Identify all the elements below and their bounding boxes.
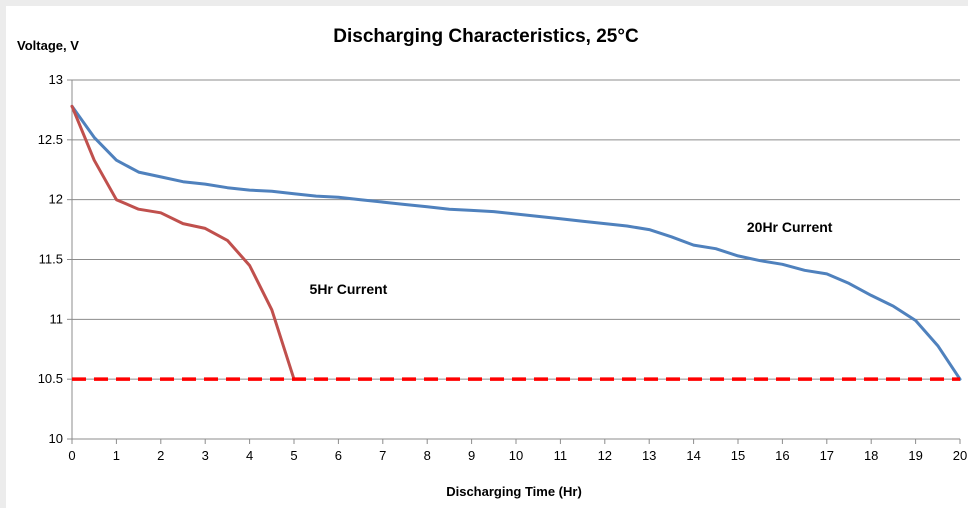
x-tick-label: 0	[68, 448, 75, 463]
x-tick-label: 5	[290, 448, 297, 463]
x-tick-label: 8	[424, 448, 431, 463]
x-tick-label: 3	[202, 448, 209, 463]
axis-layer	[67, 79, 961, 444]
x-tick-label: 19	[908, 448, 922, 463]
x-axis-title: Discharging Time (Hr)	[446, 484, 582, 499]
annotation-20hr-current: 20Hr Current	[747, 219, 833, 235]
x-tick-label: 4	[246, 448, 253, 463]
x-tick-label: 20	[953, 448, 967, 463]
annotation-5hr-current: 5Hr Current	[310, 281, 388, 297]
y-tick-label: 11	[50, 311, 64, 326]
chart-frame: 10 10.5 11 11.5 12 12.5 13 0 1 2 3 4 5 6 7 8 9 10 11 12 13 14…	[6, 6, 968, 508]
y-tick-label: 10.5	[38, 371, 63, 386]
x-tick-label: 18	[864, 448, 878, 463]
x-tick-label: 16	[775, 448, 789, 463]
x-tick-label: 6	[335, 448, 342, 463]
y-tick-label: 10	[49, 431, 63, 446]
y-tick-label: 13	[49, 72, 63, 87]
y-axis-title: Voltage, V	[17, 38, 79, 53]
y-tick-label: 11.5	[39, 252, 63, 267]
series-layer	[70, 104, 962, 381]
y-tick-label: 12	[49, 192, 63, 207]
x-tick-label: 10	[509, 448, 523, 463]
x-tick-label: 2	[157, 448, 164, 463]
y-tick-label: 12.5	[38, 132, 63, 147]
x-tick-label: 1	[113, 448, 120, 463]
x-tick-label: 11	[554, 448, 568, 463]
series-line-5hr	[70, 104, 296, 381]
series-line-20hr	[70, 104, 962, 381]
chart-title: Discharging Characteristics, 25°C	[333, 26, 639, 47]
x-tick-label: 7	[379, 448, 386, 463]
x-tick-label: 12	[598, 448, 612, 463]
x-tick-label: 14	[686, 448, 700, 463]
x-tick-label: 9	[468, 448, 475, 463]
x-tick-label: 17	[820, 448, 834, 463]
x-tick-label: 15	[731, 448, 745, 463]
x-tick-label: 13	[642, 448, 656, 463]
